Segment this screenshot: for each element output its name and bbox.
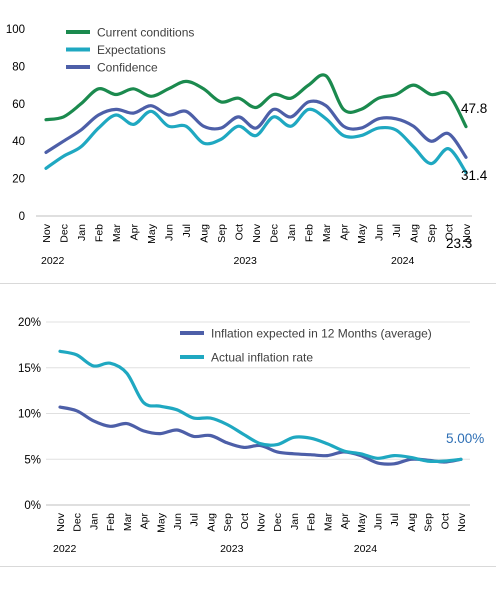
x-tick-label: Jul (391, 224, 403, 237)
y-tick-label: 5% (24, 454, 41, 466)
series-line-actual-inflation-rate (58, 349, 463, 464)
x-tick-label: Aug (409, 224, 421, 243)
x-tick-label: Nov (461, 223, 473, 242)
x-tick-label: Mar (122, 513, 134, 532)
y-tick-label: 40 (12, 136, 25, 148)
year-label: 2022 (41, 255, 65, 267)
x-tick-label: May (155, 512, 167, 533)
x-tick-label: Jul (189, 513, 201, 526)
x-tick-label: Oct (439, 513, 451, 529)
x-tick-label: Nov (251, 223, 263, 242)
x-tick-label: May (146, 223, 158, 244)
inflation-chart-panel: 0% 5% 10% 15% 20% Nov Dec Jan Feb Mar Apr May Jun Jul… (0, 290, 496, 568)
x-tick-label: Jan (76, 224, 88, 241)
x-tick-label: Oct (234, 224, 246, 240)
x-tick-label: Apr (129, 224, 141, 241)
x-tick-label: Feb (105, 513, 117, 531)
x-tick-label: Jun (374, 224, 386, 241)
x-tick-label: May (356, 512, 368, 533)
y-tick-label: 20 (12, 174, 25, 186)
y-tick-label: 0% (24, 500, 41, 512)
x-tick-label: Dec (272, 513, 284, 532)
year-label: 2023 (220, 543, 244, 555)
chart-divider (0, 283, 496, 284)
x-tick-label: Feb (306, 513, 318, 531)
x-tick-label: Jan (289, 513, 301, 530)
x-tick-label: Jan (286, 224, 298, 241)
legend-label: Inflation expected in 12 Months (average… (211, 327, 432, 341)
x-tick-label: May (356, 223, 368, 244)
x-tick-label: Apr (339, 224, 351, 241)
end-value-label: 5.00% (446, 431, 484, 446)
x-tick-label: Mar (111, 224, 123, 243)
x-tick-label: Mar (321, 224, 333, 243)
x-tick-label: Nov (456, 512, 468, 531)
end-value-label: 47.8 (461, 101, 487, 116)
legend-label: Current conditions (97, 26, 194, 40)
end-value-label: 23.3 (446, 236, 472, 251)
x-tick-label: Jun (172, 513, 184, 530)
year-label: 2022 (53, 543, 77, 555)
x-tick-label: Feb (304, 224, 316, 242)
series-line-confidence (44, 99, 468, 159)
x-tick-label: Apr (339, 513, 351, 530)
x-tick-label: Sep (216, 224, 228, 243)
x-tick-label: Apr (139, 513, 151, 530)
bottom-divider (0, 566, 496, 567)
x-tick-label: Jul (181, 224, 193, 237)
legend-label: Expectations (97, 43, 166, 57)
legend-label: Actual inflation rate (211, 351, 313, 365)
x-tick-label: Jul (389, 513, 401, 526)
x-tick-label: Oct (239, 513, 251, 529)
y-tick-label: 60 (12, 99, 25, 111)
x-tick-label: Dec (72, 513, 84, 532)
x-tick-label: Oct (444, 224, 456, 240)
x-tick-label: Dec (269, 224, 281, 243)
y-tick-label: 20% (18, 317, 41, 329)
y-tick-label: 100 (6, 24, 25, 36)
inflation-chart: 0% 5% 10% 15% 20% Nov Dec Jan Feb Mar Apr May Jun Jul… (18, 317, 484, 555)
year-label: 2024 (354, 543, 378, 555)
x-tick-label: Sep (426, 224, 438, 243)
end-value-label: 31.4 (461, 168, 488, 183)
x-tick-label: Aug (199, 224, 211, 243)
series-line-inflation-expected-in-12-months-average (58, 405, 463, 466)
y-tick-label: 0 (19, 211, 25, 223)
legend-label: Confidence (97, 61, 158, 75)
x-tick-label: Nov (55, 512, 67, 531)
x-tick-label: Mar (322, 513, 334, 532)
y-tick-label: 10% (18, 409, 41, 421)
x-tick-label: Jan (88, 513, 100, 530)
x-tick-label: Nov (256, 512, 268, 531)
consumer-confidence-chart-panel: 0 20 40 60 80 100 Nov Dec Jan Feb Mar Apr May Jun Jul A… (0, 0, 496, 280)
x-tick-label: Feb (94, 224, 106, 242)
year-label: 2023 (234, 255, 258, 267)
x-tick-label: Dec (59, 224, 71, 243)
consumer-confidence-chart: 0 20 40 60 80 100 Nov Dec Jan Feb Mar Apr May Jun Jul A… (6, 24, 488, 267)
x-tick-label: Jun (372, 513, 384, 530)
x-tick-label: Sep (222, 513, 234, 532)
series-line-expectations (44, 107, 468, 174)
x-tick-label: Jun (164, 224, 176, 241)
x-tick-label: Nov (41, 223, 53, 242)
year-label: 2024 (391, 255, 415, 267)
x-tick-label: Sep (423, 513, 435, 532)
x-tick-label: Aug (406, 513, 418, 532)
y-tick-label: 15% (18, 363, 41, 375)
y-tick-label: 80 (12, 61, 25, 73)
x-tick-label: Aug (205, 513, 217, 532)
series-line-current-conditions (44, 73, 468, 129)
